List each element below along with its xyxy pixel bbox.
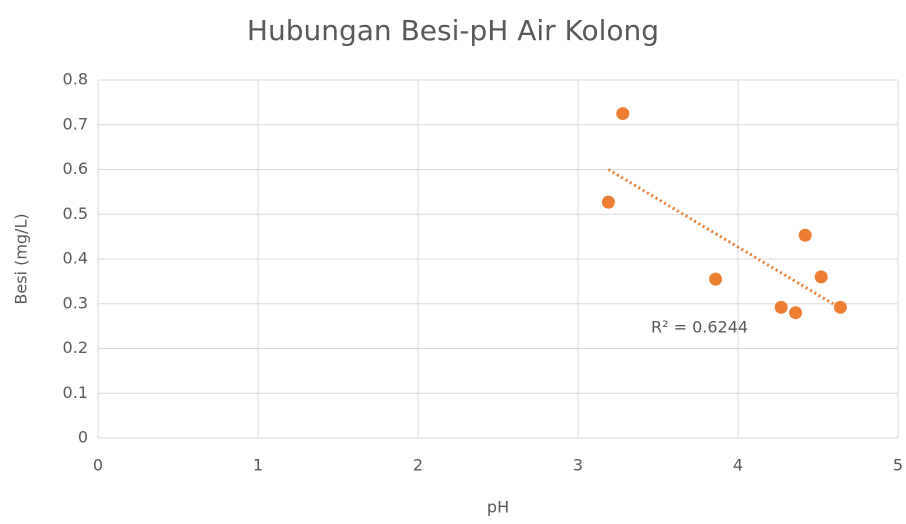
y-axis-label: Besi (mg/L) — [12, 213, 31, 304]
x-tick-label: 0 — [93, 456, 103, 475]
y-tick-label: 0.4 — [63, 249, 88, 268]
y-tick-label: 0.6 — [63, 159, 88, 178]
chart-title: Hubungan Besi-pH Air Kolong — [247, 14, 659, 47]
y-tick-label: 0.3 — [63, 293, 88, 312]
point — [798, 228, 812, 242]
point — [814, 270, 828, 284]
x-tick-label: 2 — [413, 456, 423, 475]
x-axis-label: pH — [487, 498, 509, 517]
x-tick-label: 4 — [733, 456, 743, 475]
y-tick-label: 0.1 — [63, 383, 88, 402]
y-tick-label: 0 — [78, 428, 88, 447]
point — [709, 272, 723, 286]
x-tick-label: 5 — [893, 456, 903, 475]
point — [833, 300, 847, 314]
trendline — [607, 168, 842, 310]
x-tick-label: 3 — [573, 456, 583, 475]
x-tick-label: 1 — [253, 456, 263, 475]
trendline-annotation: R² = 0.6244 — [651, 318, 748, 337]
y-tick-label: 0.5 — [63, 204, 88, 223]
y-tick-label: 0.7 — [63, 114, 88, 133]
point — [616, 107, 630, 121]
point — [774, 300, 788, 314]
point — [601, 195, 615, 209]
y-tick-label: 0.2 — [63, 338, 88, 357]
point — [789, 306, 803, 320]
y-tick-label: 0.8 — [63, 70, 88, 89]
